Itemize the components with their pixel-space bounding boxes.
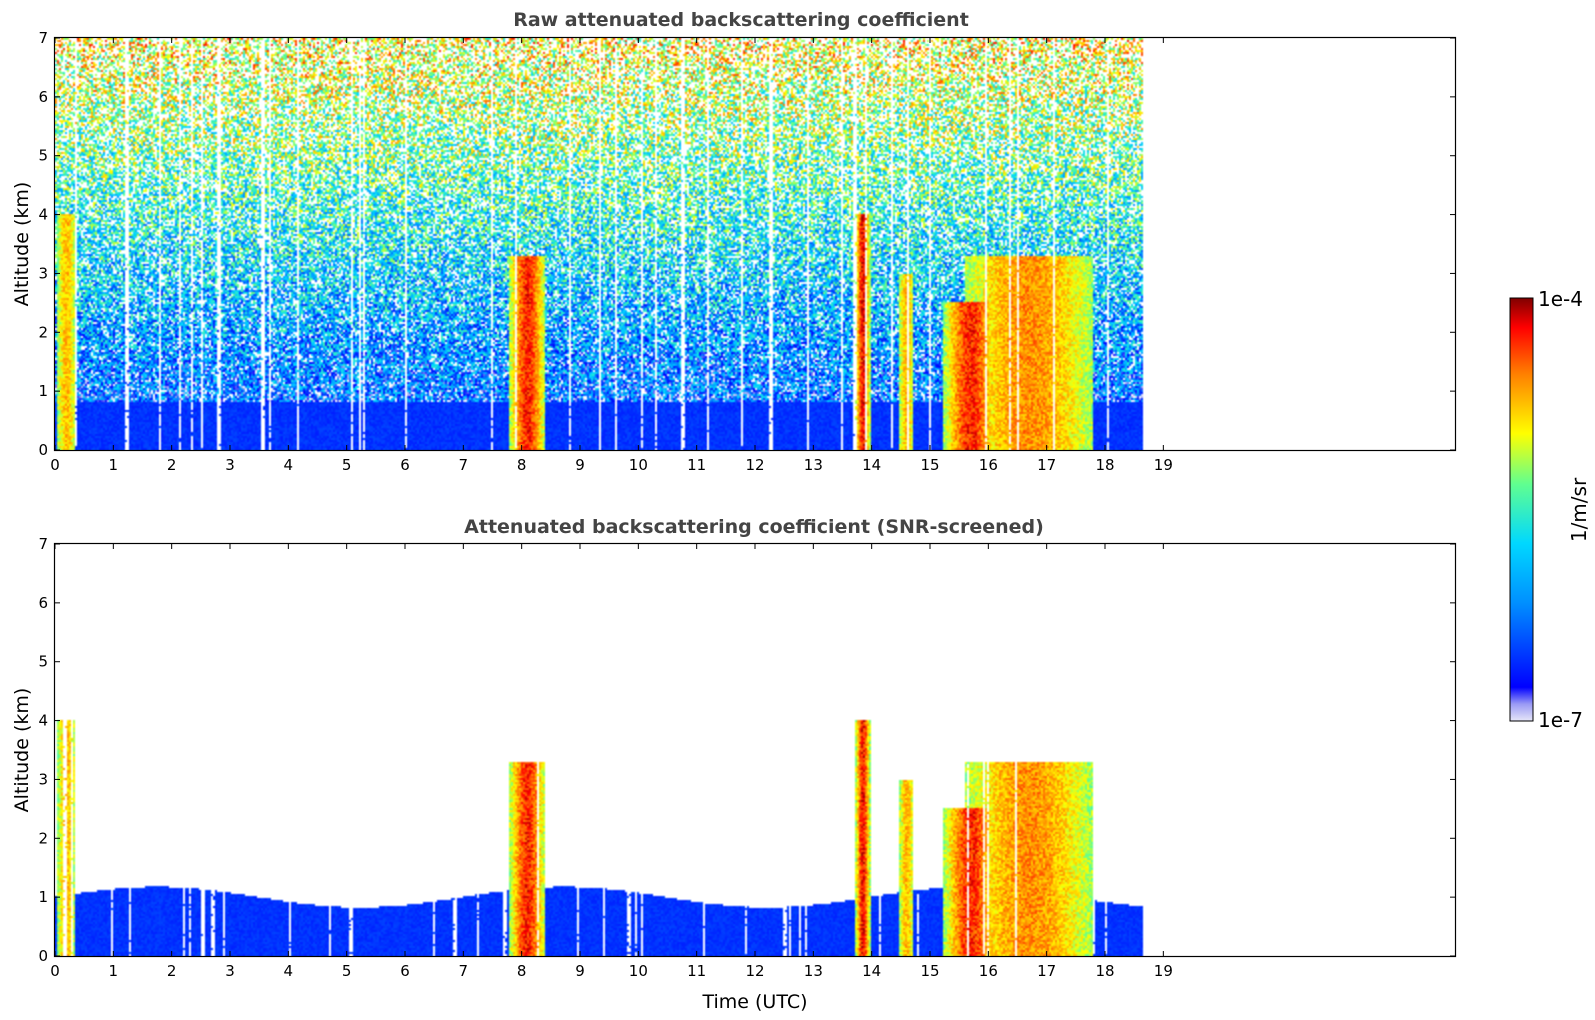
colorbar: 1e-4 1e-7 1/m/sr bbox=[1509, 287, 1591, 732]
x-tick-label: 11 bbox=[687, 962, 706, 980]
colorbar-gradient bbox=[1509, 297, 1534, 722]
y-tick-label: 7 bbox=[38, 29, 48, 47]
x-tick-label: 4 bbox=[284, 456, 294, 474]
y-tick-label: 2 bbox=[38, 829, 48, 847]
x-tick-label: 0 bbox=[50, 456, 60, 474]
x-tick-label: 2 bbox=[167, 962, 177, 980]
x-tick-label: 17 bbox=[1037, 456, 1056, 474]
x-tick-label: 10 bbox=[629, 456, 648, 474]
x-tick-label: 13 bbox=[804, 962, 823, 980]
x-tick-label: 1 bbox=[109, 456, 119, 474]
x-axis-label: Time (UTC) bbox=[701, 991, 807, 1013]
y-tick-label: 3 bbox=[38, 770, 48, 788]
y-axis-label: Altitude (km) bbox=[11, 182, 33, 307]
x-tick-label: 9 bbox=[575, 962, 585, 980]
heatmap-image bbox=[55, 38, 1455, 450]
y-tick-label: 4 bbox=[38, 206, 48, 224]
plot-frame bbox=[53, 36, 1457, 452]
x-tick-label: 17 bbox=[1037, 962, 1056, 980]
x-tick-label: 6 bbox=[400, 962, 410, 980]
x-tick-label: 19 bbox=[1154, 962, 1173, 980]
x-tick-label: 16 bbox=[979, 962, 998, 980]
x-tick-label: 7 bbox=[459, 962, 469, 980]
raw-backscatter-panel: Raw attenuated backscattering coefficien… bbox=[11, 9, 1457, 474]
chart-title: Raw attenuated backscattering coefficien… bbox=[513, 9, 969, 31]
x-tick-label: 9 bbox=[575, 456, 585, 474]
x-tick-label: 5 bbox=[342, 962, 352, 980]
y-tick-label: 7 bbox=[38, 535, 48, 553]
x-tick-label: 11 bbox=[687, 456, 706, 474]
heatmap-image bbox=[55, 544, 1455, 956]
x-tick-label: 16 bbox=[979, 456, 998, 474]
colorbar-unit-label: 1/m/sr bbox=[1567, 477, 1591, 542]
x-tick-label: 3 bbox=[225, 456, 235, 474]
y-tick-label: 0 bbox=[38, 947, 48, 965]
y-tick-label: 1 bbox=[38, 888, 48, 906]
x-tick-label: 3 bbox=[225, 962, 235, 980]
y-tick-label: 0 bbox=[38, 441, 48, 459]
x-tick-label: 6 bbox=[400, 456, 410, 474]
x-tick-label: 8 bbox=[517, 456, 527, 474]
x-tick-label: 4 bbox=[284, 962, 294, 980]
y-axis-label: Altitude (km) bbox=[11, 688, 33, 813]
x-tick-label: 12 bbox=[745, 962, 764, 980]
y-tick-label: 5 bbox=[38, 147, 48, 165]
x-tick-label: 1 bbox=[109, 962, 119, 980]
x-tick-label: 2 bbox=[167, 456, 177, 474]
y-tick-label: 1 bbox=[38, 382, 48, 400]
x-tick-label: 15 bbox=[920, 456, 939, 474]
heatmap-screened bbox=[55, 544, 1455, 956]
x-tick-label: 15 bbox=[920, 962, 939, 980]
y-tick-label: 5 bbox=[38, 653, 48, 671]
x-tick-label: 5 bbox=[342, 456, 352, 474]
heatmap-raw bbox=[55, 38, 1455, 450]
y-tick-label: 6 bbox=[38, 594, 48, 612]
x-tick-label: 7 bbox=[459, 456, 469, 474]
y-tick-label: 2 bbox=[38, 323, 48, 341]
chart-title: Attenuated backscattering coefficient (S… bbox=[464, 516, 1044, 538]
snr-screened-panel: Attenuated backscattering coefficient (S… bbox=[11, 516, 1457, 1013]
y-tick-label: 3 bbox=[38, 264, 48, 282]
x-tick-label: 18 bbox=[1095, 456, 1114, 474]
y-tick-label: 6 bbox=[38, 88, 48, 106]
x-tick-label: 14 bbox=[862, 456, 881, 474]
x-tick-label: 10 bbox=[629, 962, 648, 980]
colorbar-max-label: 1e-4 bbox=[1538, 287, 1583, 311]
x-tick-label: 12 bbox=[745, 456, 764, 474]
x-tick-label: 13 bbox=[804, 456, 823, 474]
x-tick-label: 14 bbox=[862, 962, 881, 980]
colorbar-min-label: 1e-7 bbox=[1538, 708, 1583, 732]
x-tick-label: 18 bbox=[1095, 962, 1114, 980]
x-tick-label: 0 bbox=[50, 962, 60, 980]
x-tick-label: 19 bbox=[1154, 456, 1173, 474]
plot-frame bbox=[53, 542, 1457, 958]
x-tick-label: 8 bbox=[517, 962, 527, 980]
y-tick-label: 4 bbox=[38, 712, 48, 730]
